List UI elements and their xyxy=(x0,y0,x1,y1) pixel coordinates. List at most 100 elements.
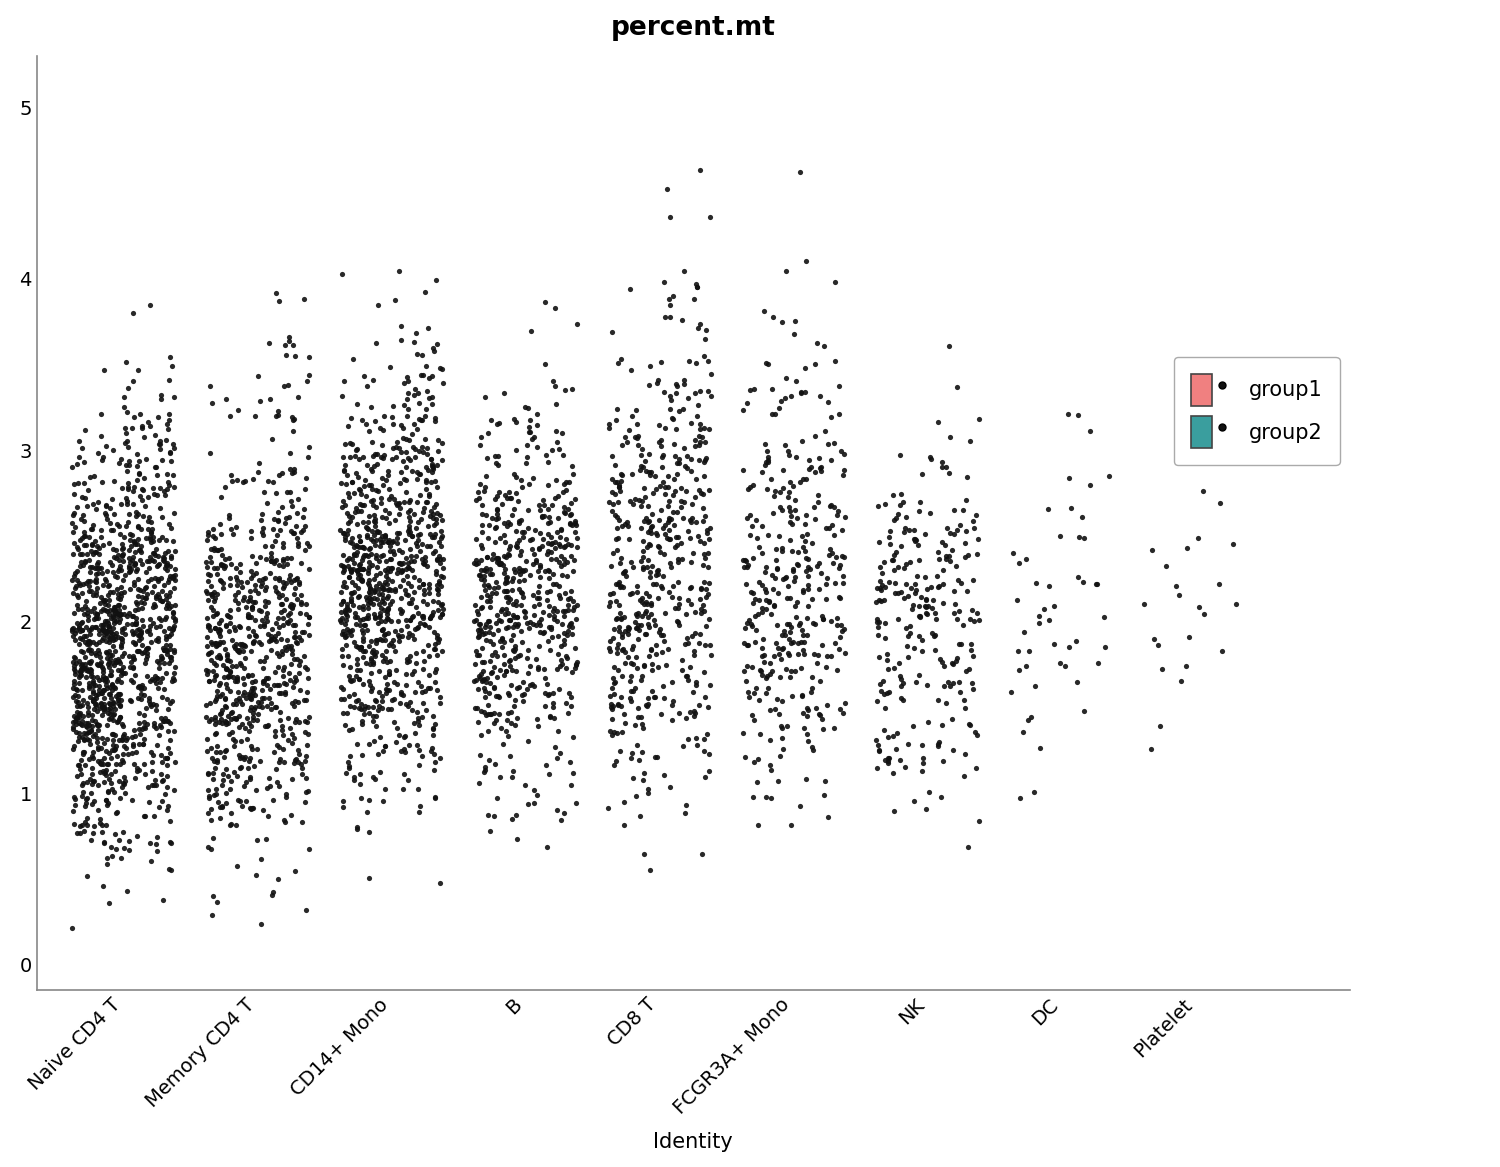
Point xyxy=(366,482,390,501)
Point xyxy=(228,746,252,764)
Point xyxy=(135,640,159,658)
Point xyxy=(136,689,160,707)
Point xyxy=(117,504,141,523)
Point xyxy=(381,397,405,415)
Point xyxy=(132,643,156,662)
Point xyxy=(346,698,370,717)
Point xyxy=(262,569,286,588)
Point xyxy=(70,680,94,699)
Point xyxy=(213,697,237,715)
Point xyxy=(632,478,656,497)
Point xyxy=(626,658,650,677)
Point xyxy=(240,799,264,818)
Point xyxy=(382,545,406,564)
Point xyxy=(374,471,398,490)
Point xyxy=(754,600,778,619)
Point xyxy=(242,683,266,701)
Point xyxy=(610,666,634,685)
Point xyxy=(354,803,378,822)
Point xyxy=(560,614,584,633)
Point xyxy=(512,692,536,711)
Point xyxy=(266,585,290,603)
Point xyxy=(676,671,700,690)
Point xyxy=(610,578,634,596)
Point xyxy=(645,560,669,579)
Point xyxy=(236,592,260,610)
Point xyxy=(80,722,104,741)
Point xyxy=(93,763,117,782)
Point xyxy=(393,442,417,461)
Point xyxy=(248,571,272,589)
Point xyxy=(130,490,154,509)
Point xyxy=(339,560,363,579)
Point xyxy=(278,671,302,690)
Point xyxy=(873,578,897,596)
Point xyxy=(543,609,567,628)
Point xyxy=(776,717,800,735)
Point xyxy=(765,634,789,652)
Point xyxy=(150,647,174,665)
Point xyxy=(104,652,128,671)
Point xyxy=(292,712,316,731)
Point xyxy=(210,488,234,506)
Point xyxy=(144,700,168,719)
Point xyxy=(537,568,561,587)
Point xyxy=(123,613,147,631)
Point xyxy=(279,640,303,658)
Point xyxy=(742,607,766,626)
Point xyxy=(238,641,262,659)
Point xyxy=(201,749,225,768)
Point xyxy=(472,682,496,700)
Point xyxy=(153,543,177,561)
Point xyxy=(339,589,363,608)
Point xyxy=(696,698,720,717)
Point xyxy=(102,547,126,566)
Point xyxy=(346,480,370,498)
Point xyxy=(374,529,398,547)
Point xyxy=(387,612,411,630)
Point xyxy=(220,656,245,675)
Point xyxy=(426,626,450,644)
Point xyxy=(80,519,104,538)
Point xyxy=(232,683,256,701)
Point xyxy=(506,647,530,665)
Point xyxy=(1066,406,1090,425)
Point xyxy=(285,568,309,587)
Point xyxy=(234,729,258,748)
Point xyxy=(1154,557,1178,575)
Point xyxy=(150,669,174,687)
Point xyxy=(782,561,806,580)
Point xyxy=(873,614,897,633)
Point xyxy=(216,706,240,725)
Point xyxy=(236,685,260,704)
Point xyxy=(342,698,366,717)
Point xyxy=(251,801,274,819)
Point xyxy=(158,860,182,879)
Point xyxy=(225,571,249,589)
Point xyxy=(240,547,264,566)
Point xyxy=(93,699,117,718)
Point xyxy=(146,407,170,426)
Point xyxy=(276,731,300,749)
Point xyxy=(678,513,702,532)
Point xyxy=(156,420,180,439)
Point xyxy=(1013,622,1036,641)
Point xyxy=(224,710,248,728)
Point xyxy=(639,641,663,659)
Point xyxy=(228,554,252,573)
Point xyxy=(783,572,807,591)
Point xyxy=(156,711,180,729)
Point xyxy=(394,459,418,477)
Point xyxy=(396,492,420,511)
Point xyxy=(398,519,422,538)
Point xyxy=(140,742,164,761)
Point xyxy=(86,606,109,624)
Point xyxy=(614,515,638,533)
Point xyxy=(650,704,674,722)
Point xyxy=(87,633,111,651)
Point xyxy=(413,284,436,302)
Point xyxy=(78,551,102,569)
Point xyxy=(369,692,393,711)
Point xyxy=(636,551,660,569)
Point xyxy=(612,654,636,672)
